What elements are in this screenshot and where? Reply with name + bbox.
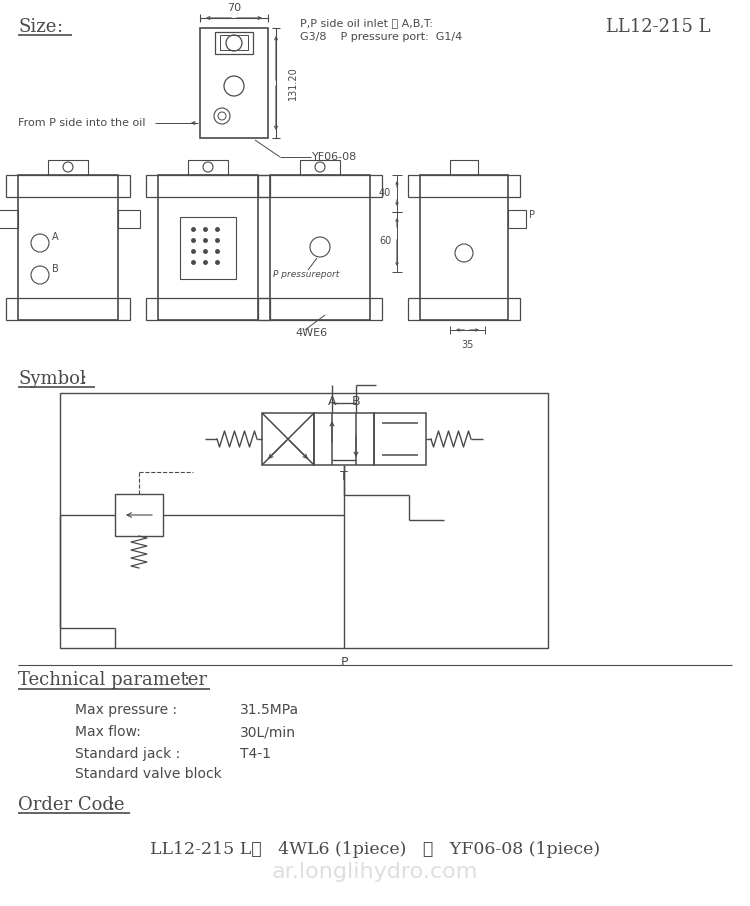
Bar: [48, 160, 88, 175]
Text: T: T: [340, 470, 348, 483]
Text: Max flow:: Max flow:: [75, 725, 141, 739]
Bar: [374, 413, 426, 465]
Text: B: B: [352, 395, 360, 408]
Bar: [6, 175, 130, 197]
Bar: [215, 32, 253, 54]
Bar: [200, 28, 268, 138]
Bar: [258, 298, 382, 320]
Bar: [18, 175, 118, 320]
Text: A: A: [328, 395, 336, 408]
Text: ar.longlihydro.com: ar.longlihydro.com: [272, 862, 478, 882]
Text: Technical parameter: Technical parameter: [18, 671, 207, 689]
Bar: [314, 413, 374, 465]
Text: P,P side oil inlet ， A,B,T:: P,P side oil inlet ， A,B,T:: [300, 18, 433, 28]
Text: A: A: [52, 232, 58, 242]
Text: YF06-08: YF06-08: [312, 152, 357, 162]
Bar: [300, 160, 340, 175]
Bar: [158, 175, 258, 320]
Bar: [6, 298, 130, 320]
Bar: [220, 35, 248, 50]
Text: Standard jack :: Standard jack :: [75, 747, 180, 761]
Text: 30L/min: 30L/min: [240, 725, 296, 739]
Bar: [258, 175, 382, 197]
Bar: [146, 175, 270, 197]
Text: T4-1: T4-1: [240, 747, 271, 761]
Text: 70: 70: [227, 3, 241, 13]
Text: 31.5MPa: 31.5MPa: [240, 703, 299, 717]
Text: 4WE6: 4WE6: [295, 328, 327, 338]
Text: Symbol: Symbol: [18, 370, 86, 388]
Text: Standard valve block: Standard valve block: [75, 767, 222, 781]
Bar: [180, 217, 236, 279]
Text: From P side into the oil: From P side into the oil: [18, 118, 146, 128]
Bar: [508, 210, 526, 228]
Text: :: :: [56, 18, 62, 36]
Text: Max pressure :: Max pressure :: [75, 703, 177, 717]
Bar: [408, 175, 520, 197]
Text: LL12-215 L: LL12-215 L: [605, 18, 710, 36]
Bar: [450, 160, 478, 175]
Text: G3/8    P pressure port:  G1/4: G3/8 P pressure port: G1/4: [300, 32, 462, 42]
Bar: [262, 413, 314, 465]
Bar: [115, 494, 163, 536]
Bar: [0, 210, 18, 228]
Bar: [188, 160, 228, 175]
Text: 131.20: 131.20: [288, 66, 298, 100]
Bar: [420, 175, 508, 320]
Text: :: :: [80, 370, 86, 388]
Text: Size: Size: [18, 18, 56, 36]
Bar: [270, 175, 370, 320]
Text: B: B: [52, 264, 58, 274]
Text: :: :: [183, 671, 189, 689]
Bar: [118, 210, 140, 228]
Text: 60: 60: [379, 236, 392, 246]
Text: P: P: [529, 210, 535, 220]
Text: P pressureport: P pressureport: [273, 270, 339, 279]
Text: 40: 40: [379, 188, 392, 198]
Bar: [60, 393, 548, 648]
Text: Order Code: Order Code: [18, 796, 125, 814]
Text: LL12-215 L，   4WL6 (1piece)   ，   YF06-08 (1piece): LL12-215 L， 4WL6 (1piece) ， YF06-08 (1pi…: [150, 841, 600, 858]
Text: P: P: [340, 656, 348, 669]
Text: :: :: [108, 796, 114, 814]
Bar: [146, 298, 270, 320]
Text: 35: 35: [460, 340, 473, 350]
Bar: [408, 298, 520, 320]
